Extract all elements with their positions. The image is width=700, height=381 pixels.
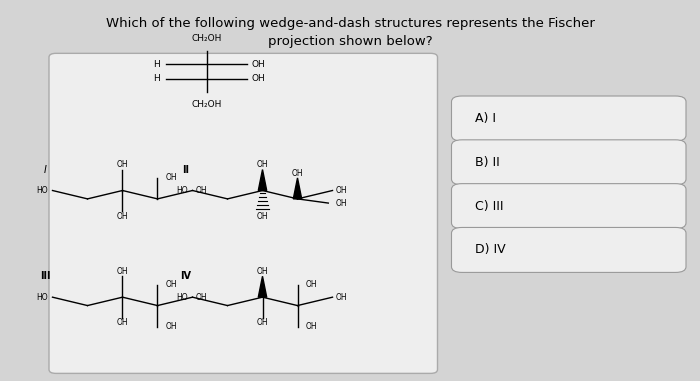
Text: A) I: A) I xyxy=(475,112,496,125)
Text: III: III xyxy=(40,271,50,281)
Text: OH: OH xyxy=(335,199,347,208)
Text: C) III: C) III xyxy=(475,200,503,213)
Text: HO: HO xyxy=(36,186,48,195)
Text: OH: OH xyxy=(166,280,178,289)
Text: I: I xyxy=(44,165,47,174)
Text: OH: OH xyxy=(117,318,128,327)
FancyBboxPatch shape xyxy=(452,184,686,229)
Polygon shape xyxy=(258,276,267,297)
FancyBboxPatch shape xyxy=(452,227,686,272)
Text: OH: OH xyxy=(251,59,265,69)
Text: CH₂OH: CH₂OH xyxy=(191,34,222,43)
Text: HO: HO xyxy=(36,293,48,302)
Text: H: H xyxy=(153,74,160,83)
FancyBboxPatch shape xyxy=(452,96,686,141)
Text: OH: OH xyxy=(117,160,128,170)
Polygon shape xyxy=(258,170,267,190)
Text: OH: OH xyxy=(257,211,268,221)
Text: IV: IV xyxy=(180,271,191,281)
Text: OH: OH xyxy=(166,173,178,182)
Text: OH: OH xyxy=(335,186,347,195)
Text: OH: OH xyxy=(117,267,128,276)
Text: OH: OH xyxy=(195,293,207,302)
Text: OH: OH xyxy=(257,160,268,170)
Text: OH: OH xyxy=(166,322,178,331)
Text: OH: OH xyxy=(257,318,268,327)
Text: OH: OH xyxy=(306,280,318,289)
Text: OH: OH xyxy=(251,74,265,83)
Text: B) II: B) II xyxy=(475,156,499,169)
Text: Which of the following wedge-and-dash structures represents the Fischer: Which of the following wedge-and-dash st… xyxy=(106,17,594,30)
Text: OH: OH xyxy=(257,267,268,276)
Text: CH₂OH: CH₂OH xyxy=(191,100,222,109)
FancyBboxPatch shape xyxy=(49,53,437,373)
Text: projection shown below?: projection shown below? xyxy=(267,35,433,48)
Text: OH: OH xyxy=(292,169,303,178)
Text: OH: OH xyxy=(335,293,347,302)
Text: OH: OH xyxy=(195,186,207,195)
FancyBboxPatch shape xyxy=(452,140,686,185)
Text: HO: HO xyxy=(176,186,188,195)
Text: H: H xyxy=(153,59,160,69)
Text: OH: OH xyxy=(117,211,128,221)
Polygon shape xyxy=(293,178,302,199)
Text: OH: OH xyxy=(306,322,318,331)
Text: D) IV: D) IV xyxy=(475,243,505,256)
Text: HO: HO xyxy=(176,293,188,302)
Text: II: II xyxy=(182,165,189,174)
